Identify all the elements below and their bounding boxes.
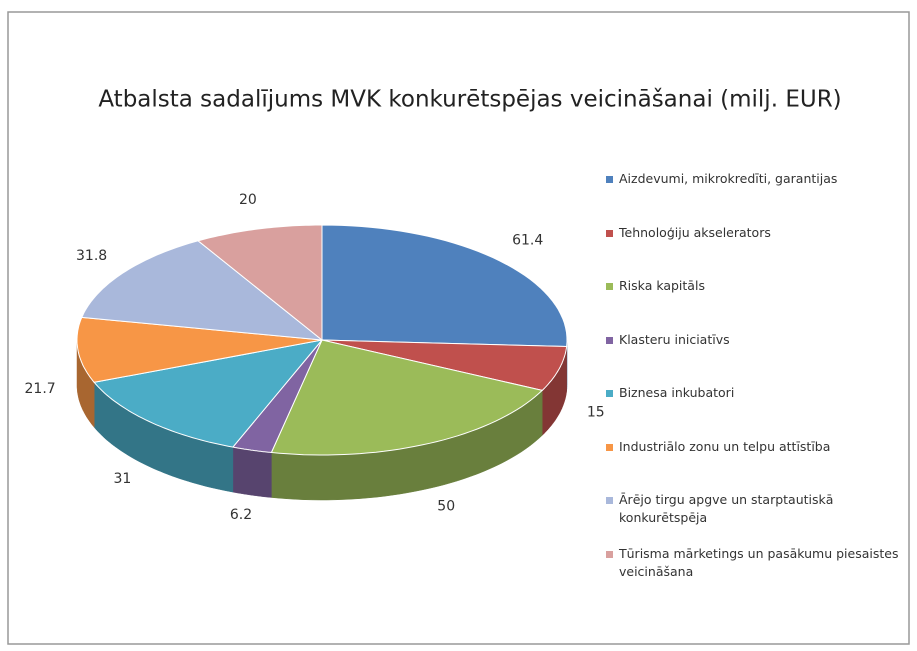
- data-label: 20: [239, 192, 257, 208]
- data-label: 31: [113, 471, 131, 487]
- legend-swatch: [606, 550, 613, 558]
- slice: [270, 339, 544, 456]
- slice: [321, 339, 568, 391]
- slice: [81, 240, 324, 341]
- slice: [93, 339, 324, 448]
- slice: [76, 316, 323, 383]
- legend-item: Tūrisma mārketings un pasākumu piesaiste…: [606, 545, 909, 581]
- legend-label: Biznesa inkubatori: [619, 385, 735, 400]
- legend-swatch: [606, 229, 613, 237]
- data-label: 61.4: [512, 232, 543, 248]
- legend-label: Tehnoloģiju akselerators: [619, 224, 771, 240]
- legend-swatch: [606, 497, 613, 504]
- legend-label: Industriālo zonu un telpu attīstība: [619, 438, 831, 454]
- slice: [231, 339, 323, 454]
- legend-label: Ārējo tirgu apgve un starptautiskā konku…: [619, 492, 834, 525]
- legend-item: Tehnoloģiju akselerators: [606, 224, 909, 242]
- chart-title: Atbalsta sadalījums MVK konkurētspējas v…: [98, 87, 841, 113]
- legend-item: Riska kapitāls: [606, 277, 909, 295]
- legend-item: Aizdevumi, mikrokredīti, garantijas: [606, 170, 909, 188]
- data-label: 31.8: [76, 248, 107, 264]
- legend-swatch: [606, 336, 613, 344]
- legend-label: Aizdevumi, mikrokredīti, garantijas: [619, 171, 838, 186]
- legend-item: Ārējo tirgu apgve un starptautiskā konku…: [606, 491, 909, 527]
- slice: [321, 224, 568, 348]
- legend-label: Tūrisma mārketings un pasākumu piesaiste…: [619, 545, 899, 579]
- slice: [197, 224, 323, 342]
- data-label: 21.7: [25, 381, 56, 397]
- legend-label: Riska kapitāls: [619, 278, 705, 293]
- legend-item: Industriālo zonu un telpu attīstība: [606, 438, 909, 456]
- legend-swatch: [606, 390, 613, 397]
- legend-swatch: [606, 176, 613, 183]
- slice-side: [232, 446, 272, 498]
- data-label: 6.2: [230, 507, 252, 523]
- data-label: 50: [437, 498, 455, 514]
- legend-label: Klasteru iniciatīvs: [619, 331, 730, 347]
- data-label: 15: [587, 405, 605, 421]
- legend-swatch: [606, 443, 613, 451]
- legend-swatch: [606, 283, 613, 290]
- legend-item: Klasteru iniciatīvs: [606, 331, 909, 349]
- legend-item: Biznesa inkubatori: [606, 384, 909, 402]
